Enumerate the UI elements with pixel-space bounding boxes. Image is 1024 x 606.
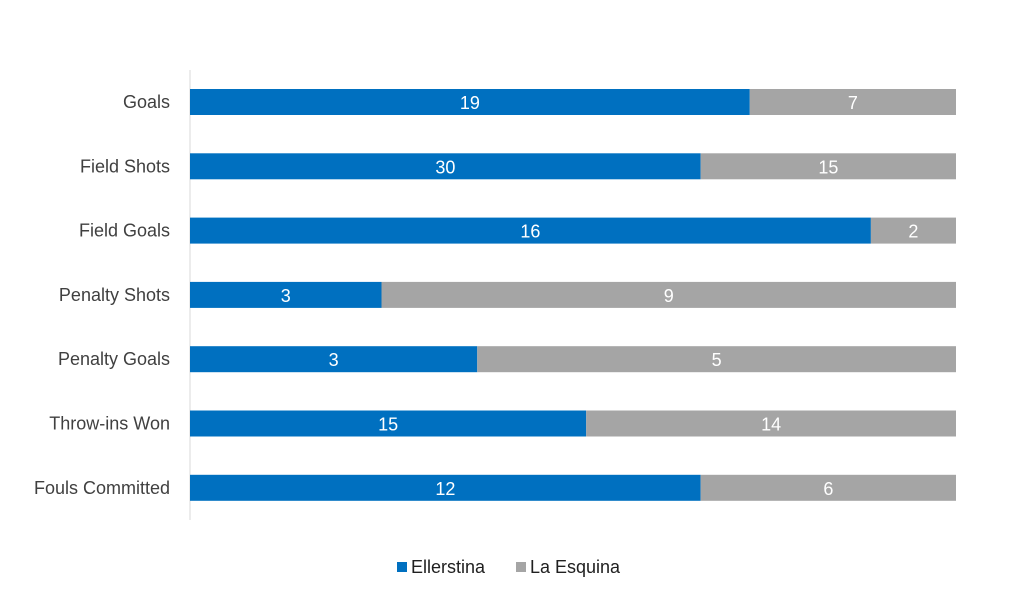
data-label: 2 — [908, 222, 918, 242]
bar-segment-ellerstina — [190, 281, 382, 308]
legend-label: Ellerstina — [411, 557, 486, 577]
data-label: 3 — [329, 350, 339, 370]
legend-swatch — [397, 562, 407, 572]
data-label: 3 — [281, 286, 291, 306]
data-label: 14 — [761, 415, 781, 435]
data-label: 19 — [460, 93, 480, 113]
legend: Ellerstina La Esquina — [397, 557, 621, 577]
data-label: 12 — [435, 479, 455, 499]
bar-segment-la-esquina — [870, 217, 956, 244]
category-label: Fouls Committed — [34, 478, 170, 498]
data-label: 30 — [435, 157, 455, 177]
category-label: Field Goals — [79, 221, 170, 241]
bar-segment-ellerstina — [190, 346, 478, 373]
bar-segment-la-esquina — [700, 474, 956, 501]
category-label: Penalty Shots — [59, 285, 170, 305]
data-label: 15 — [378, 415, 398, 435]
data-label: 6 — [823, 479, 833, 499]
legend-swatch — [516, 562, 526, 572]
bar-segment-ellerstina — [190, 474, 701, 501]
bar-segment-ellerstina — [190, 89, 750, 115]
category-label: Goals — [123, 92, 170, 112]
category-label: Field Shots — [80, 156, 170, 176]
data-label: 16 — [520, 222, 540, 242]
data-label: 7 — [848, 93, 858, 113]
category-label: Penalty Goals — [58, 349, 170, 369]
data-label: 15 — [818, 157, 838, 177]
bar-segment-la-esquina — [700, 153, 956, 180]
legend-label: La Esquina — [530, 557, 621, 577]
category-label: Throw-ins Won — [49, 414, 170, 434]
bar-segment-ellerstina — [190, 410, 587, 437]
bar-segment-ellerstina — [190, 217, 871, 244]
bar-segment-la-esquina — [381, 281, 956, 308]
data-label: 5 — [712, 350, 722, 370]
bar-segment-la-esquina — [586, 410, 956, 437]
data-label: 9 — [664, 286, 674, 306]
bar-segment-ellerstina — [190, 153, 701, 180]
bar-segment-la-esquina — [749, 89, 956, 115]
bar-segment-la-esquina — [477, 346, 956, 373]
